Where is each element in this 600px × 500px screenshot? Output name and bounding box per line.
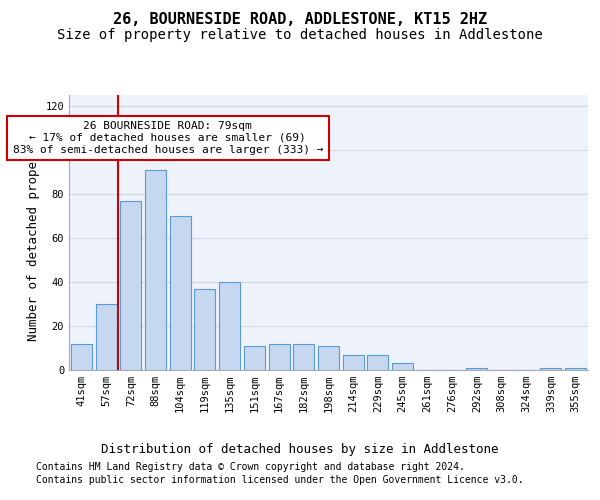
Bar (466, 368, 487, 370)
Text: Contains HM Land Registry data © Crown copyright and database right 2024.: Contains HM Land Registry data © Crown c… (36, 462, 465, 472)
Bar (293, 344, 314, 370)
Text: Size of property relative to detached houses in Addlestone: Size of property relative to detached ho… (57, 28, 543, 42)
Y-axis label: Number of detached properties: Number of detached properties (27, 124, 40, 341)
Text: Contains public sector information licensed under the Open Government Licence v3: Contains public sector information licen… (36, 475, 524, 485)
Bar (392, 364, 413, 370)
Text: Distribution of detached houses by size in Addlestone: Distribution of detached houses by size … (101, 442, 499, 456)
Bar (565, 368, 586, 370)
Bar (120, 200, 141, 370)
Bar (219, 282, 240, 370)
Text: 26, BOURNESIDE ROAD, ADDLESTONE, KT15 2HZ: 26, BOURNESIDE ROAD, ADDLESTONE, KT15 2H… (113, 12, 487, 28)
Bar (269, 344, 290, 370)
Bar (318, 346, 339, 370)
Bar (541, 368, 562, 370)
Bar (244, 346, 265, 370)
Bar (95, 304, 116, 370)
Bar (367, 354, 388, 370)
Bar (343, 354, 364, 370)
Bar (71, 344, 92, 370)
Bar (170, 216, 191, 370)
Bar (194, 288, 215, 370)
Bar (145, 170, 166, 370)
Text: 26 BOURNESIDE ROAD: 79sqm
← 17% of detached houses are smaller (69)
83% of semi-: 26 BOURNESIDE ROAD: 79sqm ← 17% of detac… (13, 122, 323, 154)
